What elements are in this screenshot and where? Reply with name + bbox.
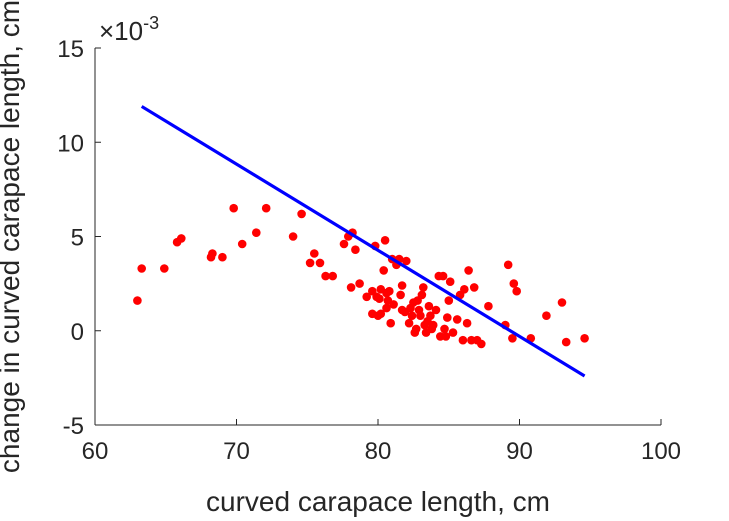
data-point (444, 296, 454, 305)
data-point (469, 283, 479, 292)
fit-line (140, 105, 586, 378)
y-axis-exponent: ×10-3 (99, 13, 159, 46)
data-point (380, 236, 390, 245)
data-point (133, 296, 142, 305)
data-point (512, 286, 521, 296)
data-point (452, 315, 462, 324)
data-point (419, 283, 428, 292)
data-point (417, 290, 427, 300)
data-point (351, 245, 360, 254)
data-point (424, 301, 434, 311)
tick-marks (94, 47, 662, 426)
data-point (411, 324, 421, 334)
data-point (402, 256, 411, 266)
data-point (321, 271, 330, 281)
y-axis-exponent-prefix: ×10 (99, 16, 143, 46)
data-point (431, 305, 441, 315)
data-point (416, 311, 425, 321)
data-point (407, 311, 417, 321)
data-points (133, 203, 589, 349)
data-point (477, 339, 486, 349)
y-tick-label: 10 (57, 130, 84, 157)
data-point (218, 252, 227, 262)
data-point (389, 300, 398, 309)
data-point (375, 294, 384, 304)
data-point (509, 279, 519, 288)
data-point (379, 266, 389, 275)
x-tick-label: 100 (641, 438, 681, 465)
data-point (261, 203, 271, 213)
data-point (458, 335, 468, 345)
data-point (460, 285, 469, 294)
data-point (484, 301, 493, 311)
data-point (440, 324, 449, 334)
data-point (542, 311, 551, 321)
data-point (328, 271, 338, 281)
fit-lines (140, 105, 586, 378)
data-point (462, 318, 472, 328)
data-point (386, 318, 396, 328)
data-point (580, 334, 589, 343)
data-point (385, 286, 394, 296)
data-point (503, 260, 513, 270)
data-point (438, 271, 448, 281)
x-tick-label: 90 (506, 438, 533, 465)
data-point (160, 264, 169, 273)
data-point (397, 281, 407, 290)
y-tick-labels: -5 0 5 10 15 (57, 36, 84, 440)
data-point (428, 320, 438, 330)
data-point (237, 239, 247, 249)
data-point (376, 309, 386, 319)
data-point (382, 303, 391, 313)
data-point (251, 228, 261, 237)
data-point (229, 203, 238, 213)
data-point (315, 258, 325, 268)
data-point (297, 209, 306, 219)
data-point (177, 234, 186, 243)
data-point (137, 264, 146, 273)
x-axis-label: curved carapace length, cm (206, 486, 550, 517)
y-axis-label: change in curved carapace length, cm (0, 0, 25, 473)
data-point (441, 332, 451, 341)
data-point (305, 258, 315, 268)
x-tick-label: 60 (82, 438, 109, 465)
data-point (208, 249, 217, 258)
y-tick-label: 0 (71, 319, 84, 346)
x-tick-label: 70 (223, 438, 250, 465)
data-point (561, 337, 571, 347)
data-point (362, 292, 372, 302)
data-point (448, 328, 458, 337)
y-axis-exponent-power: -3 (143, 13, 159, 33)
y-tick-label: 15 (57, 36, 84, 63)
x-tick-labels: 60 70 80 90 100 (82, 438, 681, 465)
data-point (355, 279, 364, 288)
data-point (339, 239, 349, 249)
y-tick-label: -5 (63, 413, 84, 440)
data-point (310, 249, 319, 258)
data-point (557, 298, 567, 307)
data-point (426, 311, 435, 321)
data-point (508, 334, 517, 343)
data-point (288, 232, 298, 241)
data-point (443, 313, 452, 322)
data-point (445, 277, 455, 287)
data-point (396, 290, 405, 300)
data-point (346, 283, 356, 292)
x-tick-label: 80 (365, 438, 392, 465)
y-tick-label: 5 (71, 225, 84, 252)
data-point (464, 266, 473, 275)
data-point (404, 318, 414, 328)
